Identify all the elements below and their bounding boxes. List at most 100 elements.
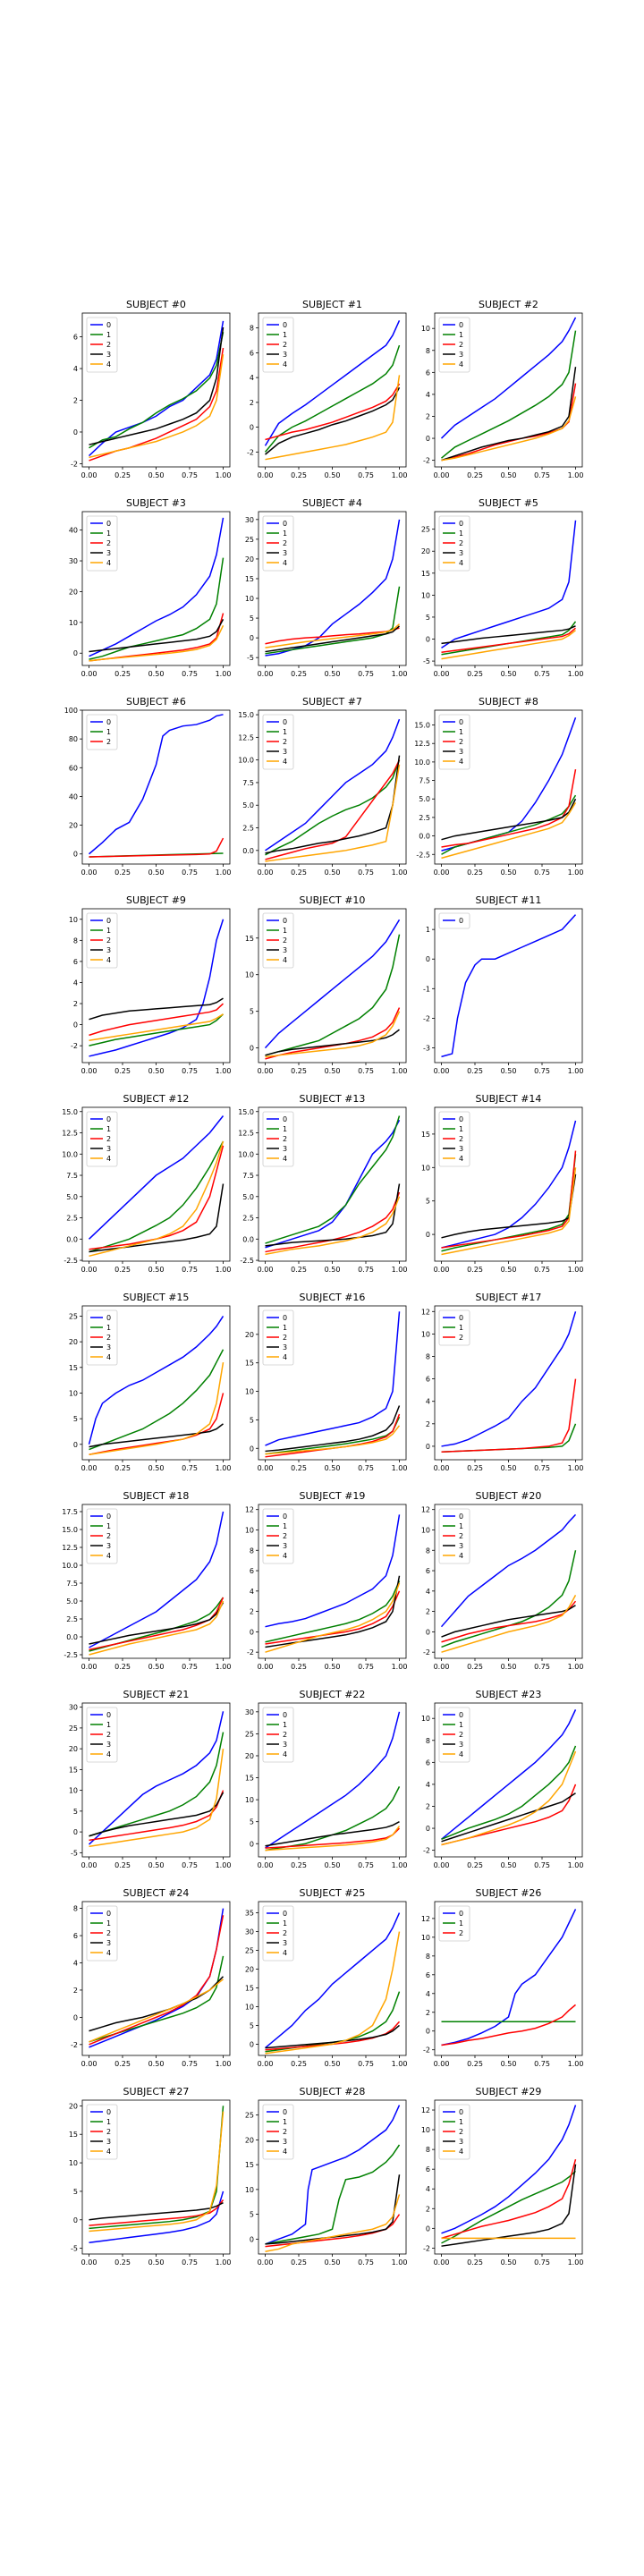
- legend-label: 0: [106, 1910, 111, 1918]
- y-tick-label: 40: [69, 527, 78, 535]
- y-tick-label: 5: [426, 1198, 430, 1206]
- y-tick-label: 10: [245, 2186, 254, 2194]
- legend-label: 3: [106, 1741, 111, 1749]
- legend-label: 0: [283, 1513, 287, 1521]
- subplot-14: SUBJECT #14 0.00 0.25 0.50 0.75 1.00 0 5 10 15 0 1 2…: [421, 1093, 584, 1274]
- legend-label: 0: [283, 2108, 287, 2116]
- legend-label: 0: [283, 1115, 287, 1123]
- legend-label: 1: [459, 1721, 463, 1729]
- y-tick-label: -2: [423, 2046, 430, 2055]
- x-tick-label: 0.25: [467, 2258, 483, 2267]
- legend-label: 1: [283, 1721, 287, 1729]
- series-line-3: [441, 1605, 576, 1638]
- x-tick-label: 0.00: [81, 670, 97, 678]
- y-tick-label: -2: [423, 1847, 430, 1855]
- subplot-title: SUBJECT #28: [300, 2086, 366, 2097]
- legend-label: 2: [283, 1334, 287, 1342]
- subplot-9: SUBJECT #9 0.00 0.25 0.50 0.75 1.00 -2 0 2 4 6 8 10 0…: [69, 894, 232, 1075]
- y-tick-label: 0: [73, 1021, 78, 1030]
- x-tick-label: 0.75: [182, 2060, 198, 2068]
- legend-label: 1: [283, 530, 287, 538]
- y-tick-label: 0: [426, 1443, 430, 1451]
- series-line-2: [265, 1590, 401, 1645]
- x-tick-label: 1.00: [392, 1067, 408, 1075]
- y-tick-label: 30: [245, 1928, 254, 1936]
- x-tick-label: 0.00: [258, 1663, 274, 1671]
- series-line-3: [265, 2024, 400, 2049]
- x-tick-label: 0.25: [467, 471, 483, 479]
- series-line-0: [89, 517, 225, 657]
- x-tick-label: 1.00: [392, 471, 408, 479]
- series-line-4: [89, 1140, 225, 1258]
- series-line-4: [265, 1826, 401, 1852]
- legend-label: 2: [459, 2128, 463, 2136]
- series-line-4: [441, 630, 576, 660]
- series-line-2: [89, 1003, 225, 1037]
- x-tick-label: 0.25: [467, 869, 483, 877]
- y-tick-label: 0: [250, 1628, 254, 1636]
- y-tick-label: 25: [245, 1947, 254, 1955]
- legend-label: 3: [283, 1343, 287, 1352]
- x-tick-label: 0.25: [291, 869, 307, 877]
- subplot-title: SUBJECT #29: [476, 2086, 542, 2097]
- legend-label: 0: [106, 1314, 111, 1322]
- legend-label: 1: [459, 530, 463, 538]
- y-tick-label: 12.5: [62, 1544, 78, 1552]
- series-line-1: [89, 1349, 225, 1451]
- x-tick-label: 1.00: [216, 1464, 232, 1472]
- x-tick-label: 0.00: [258, 1266, 274, 1274]
- y-tick-label: 6: [426, 1971, 430, 1979]
- subplot-3: SUBJECT #3 0.00 0.25 0.50 0.75 1.00 0 10 20 30 40 0…: [69, 497, 232, 678]
- series-line-2: [441, 1600, 577, 1643]
- series-line-0: [441, 1709, 577, 1840]
- x-tick-label: 0.00: [434, 2258, 450, 2267]
- series-line-3: [441, 798, 577, 841]
- series-line-4: [265, 1582, 401, 1653]
- y-tick-label: 12.5: [414, 740, 430, 748]
- x-tick-label: 0.75: [358, 2060, 374, 2068]
- legend-label: 0: [283, 1711, 287, 1719]
- legend-label: 4: [283, 1353, 287, 1361]
- subplot-title: SUBJECT #27: [123, 2086, 190, 2097]
- x-tick-label: 0.25: [467, 1861, 483, 1869]
- x-tick-label: 0.25: [114, 2060, 131, 2068]
- legend-label: 2: [459, 1532, 463, 1540]
- x-tick-label: 0.00: [434, 1067, 450, 1075]
- series-line-3: [89, 1602, 225, 1645]
- x-tick-label: 0.75: [182, 471, 198, 479]
- legend-label: 2: [459, 341, 463, 349]
- legend-label: 4: [106, 1552, 111, 1560]
- legend-label: 2: [106, 1532, 111, 1540]
- subplot-title: SUBJECT #2: [479, 299, 538, 310]
- x-tick-label: 0.75: [182, 1464, 198, 1472]
- legend-label: 0: [459, 718, 463, 726]
- x-tick-label: 0.25: [114, 1861, 131, 1869]
- x-tick-label: 0.75: [534, 869, 550, 877]
- y-tick-label: 10: [421, 2126, 430, 2134]
- legend-label: 4: [106, 1750, 111, 1758]
- y-tick-label: 8: [426, 1737, 430, 1745]
- legend-label: 3: [459, 351, 463, 359]
- x-tick-label: 0.50: [148, 1067, 165, 1075]
- x-tick-label: 0.75: [358, 1861, 374, 1869]
- x-tick-label: 1.00: [568, 869, 584, 877]
- series-line-1: [264, 344, 401, 453]
- x-tick-label: 1.00: [392, 1464, 408, 1472]
- legend-label: 2: [106, 1135, 111, 1143]
- subplot-title: SUBJECT #19: [300, 1490, 366, 1502]
- x-tick-label: 0.25: [114, 1464, 131, 1472]
- legend-label: 1: [106, 927, 111, 935]
- series-line-2: [441, 1378, 577, 1453]
- x-tick-label: 0.00: [81, 2060, 97, 2068]
- y-tick-label: 4: [426, 391, 430, 399]
- y-tick-label: 5: [250, 614, 254, 623]
- series-line-2: [265, 1413, 401, 1458]
- x-tick-label: 0.50: [501, 471, 517, 479]
- x-tick-label: 1.00: [568, 1067, 584, 1075]
- subplot-title: SUBJECT #7: [302, 696, 362, 708]
- subplot-title: SUBJECT #0: [126, 299, 186, 310]
- x-tick-label: 1.00: [568, 1266, 584, 1274]
- legend-label: 1: [459, 2118, 463, 2126]
- y-tick-label: 20: [69, 822, 78, 830]
- y-tick-label: -2.5: [240, 1257, 254, 1265]
